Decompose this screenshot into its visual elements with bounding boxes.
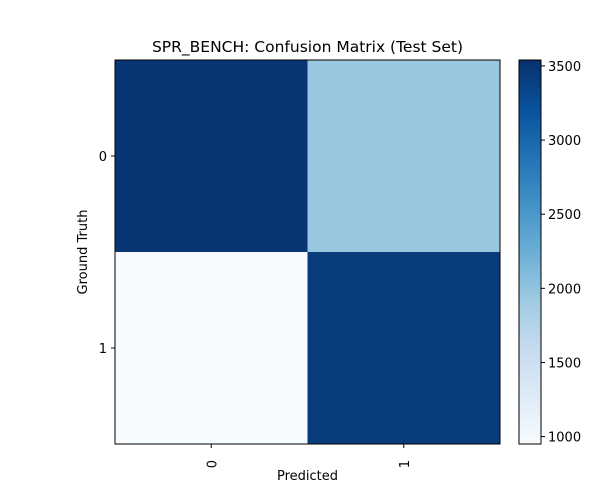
x-tick-label: 0 [205,460,220,468]
colorbar-frame [518,59,542,445]
heatmap-cell-r1-c1 [307,252,500,444]
heatmap-cell-r0-c0 [115,60,308,252]
heatmap-cell-r0-c1 [307,60,500,252]
colorbar-tick-label: 2500 [548,208,581,223]
plot-frame [114,59,501,445]
x-axis-label: Predicted [277,469,338,484]
colorbar-tick-label: 1500 [548,356,581,371]
colorbar-tick-label: 3000 [548,134,581,149]
colorbar-gradient [519,60,541,444]
colorbar-ticks: 1000 1500 2000 2500 3000 3500 [541,60,581,446]
y-axis: 01 [99,150,115,357]
y-axis-label: Ground Truth [76,210,91,295]
chart-title: SPR_BENCH: Confusion Matrix (Test Set) [152,38,463,57]
colorbar: 1000 1500 2000 2500 3000 3500 [518,59,581,446]
y-tick-label: 0 [99,150,107,165]
heatmap-cells [115,60,500,444]
y-tick-label: 1 [99,342,107,357]
colorbar-tick-label: 3500 [548,60,581,75]
x-tick-label: 1 [398,460,413,468]
colorbar-tick-label: 2000 [548,282,581,297]
heatmap-cell-r1-c0 [115,252,308,444]
colorbar-tick-label: 1000 [548,431,581,446]
